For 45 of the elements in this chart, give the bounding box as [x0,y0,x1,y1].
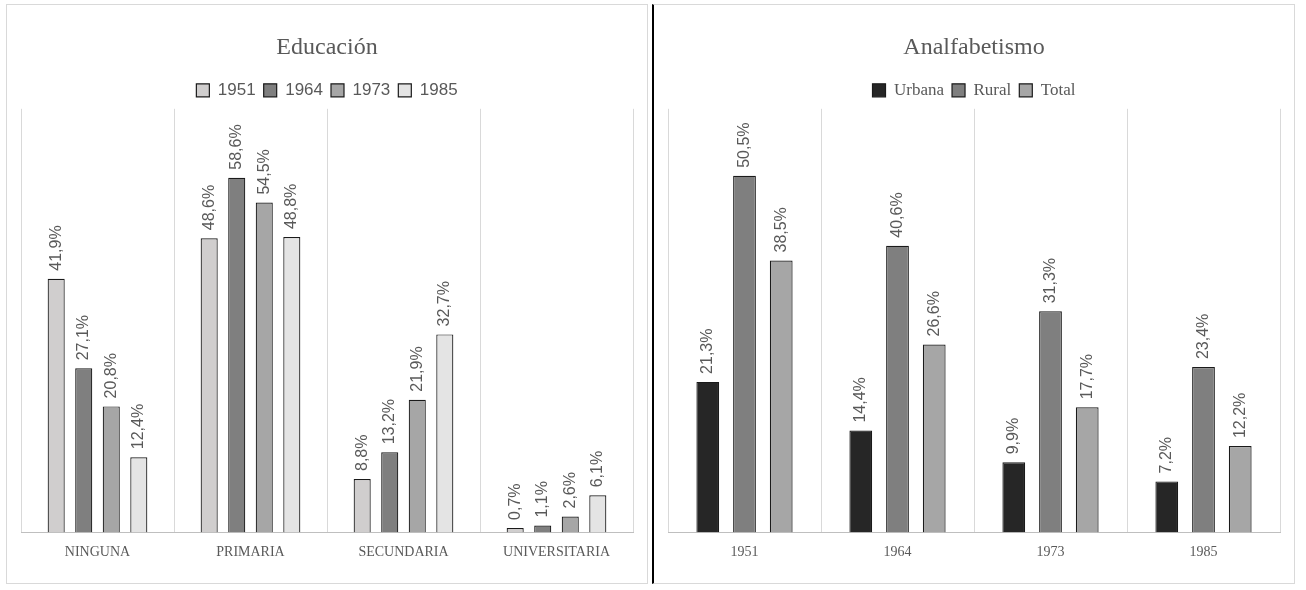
data-label: 26,6% [924,291,942,337]
data-label: 14,4% [851,377,869,423]
data-label: 54,5% [254,149,272,195]
data-label: 21,9% [407,346,425,392]
data-label: 50,5% [734,122,752,168]
data-label: 12,2% [1230,392,1248,439]
data-label: 48,6% [199,184,217,231]
data-label: 32,7% [435,281,453,327]
data-label: 48,8% [282,183,300,230]
data-label: 20,8% [101,353,119,399]
x-tick-label: NINGUNA [64,544,132,560]
legend-label: Total [1040,79,1076,99]
data-label: 7,2% [1157,436,1175,474]
data-label: 9,9% [1004,417,1022,455]
x-tick-label: 1985 [1189,544,1218,560]
legend-label: Urbana [894,79,945,99]
data-label: 12,4% [129,403,147,450]
legend-label: Rural [973,79,1012,99]
data-label: 40,6% [887,192,905,238]
data-label: 31,3% [1040,257,1058,304]
data-label: 17,7% [1077,353,1095,400]
chart-title: Analfabetismo [903,32,1045,59]
legend-label: 1973 [352,79,391,99]
x-tick-label: SECUNDARIA [358,544,450,560]
chart-title: Educación [276,32,378,59]
x-tick-label: UNIVERSITARIA [503,544,611,560]
data-label: 38,5% [771,207,789,253]
data-label: 1,1% [533,481,551,518]
data-label: 27,1% [74,314,92,361]
x-tick-label: 1973 [1036,544,1065,560]
legend-label: 1951 [217,79,256,99]
x-tick-label: 1951 [730,544,759,560]
data-label: 8,8% [352,434,370,471]
data-label: 2,6% [560,472,578,509]
legend-label: 1985 [419,79,458,99]
data-label: 41,9% [46,225,64,271]
x-tick-label: 1964 [883,544,912,560]
legend-label: 1964 [285,79,324,99]
data-label: 0,7% [505,483,523,520]
data-label: 23,4% [1193,313,1211,360]
data-label: 58,6% [227,124,245,170]
data-label: 6,1% [588,450,606,488]
data-label: 21,3% [698,328,716,374]
data-label: 13,2% [380,398,398,445]
x-tick-label: PRIMARIA [216,544,286,560]
